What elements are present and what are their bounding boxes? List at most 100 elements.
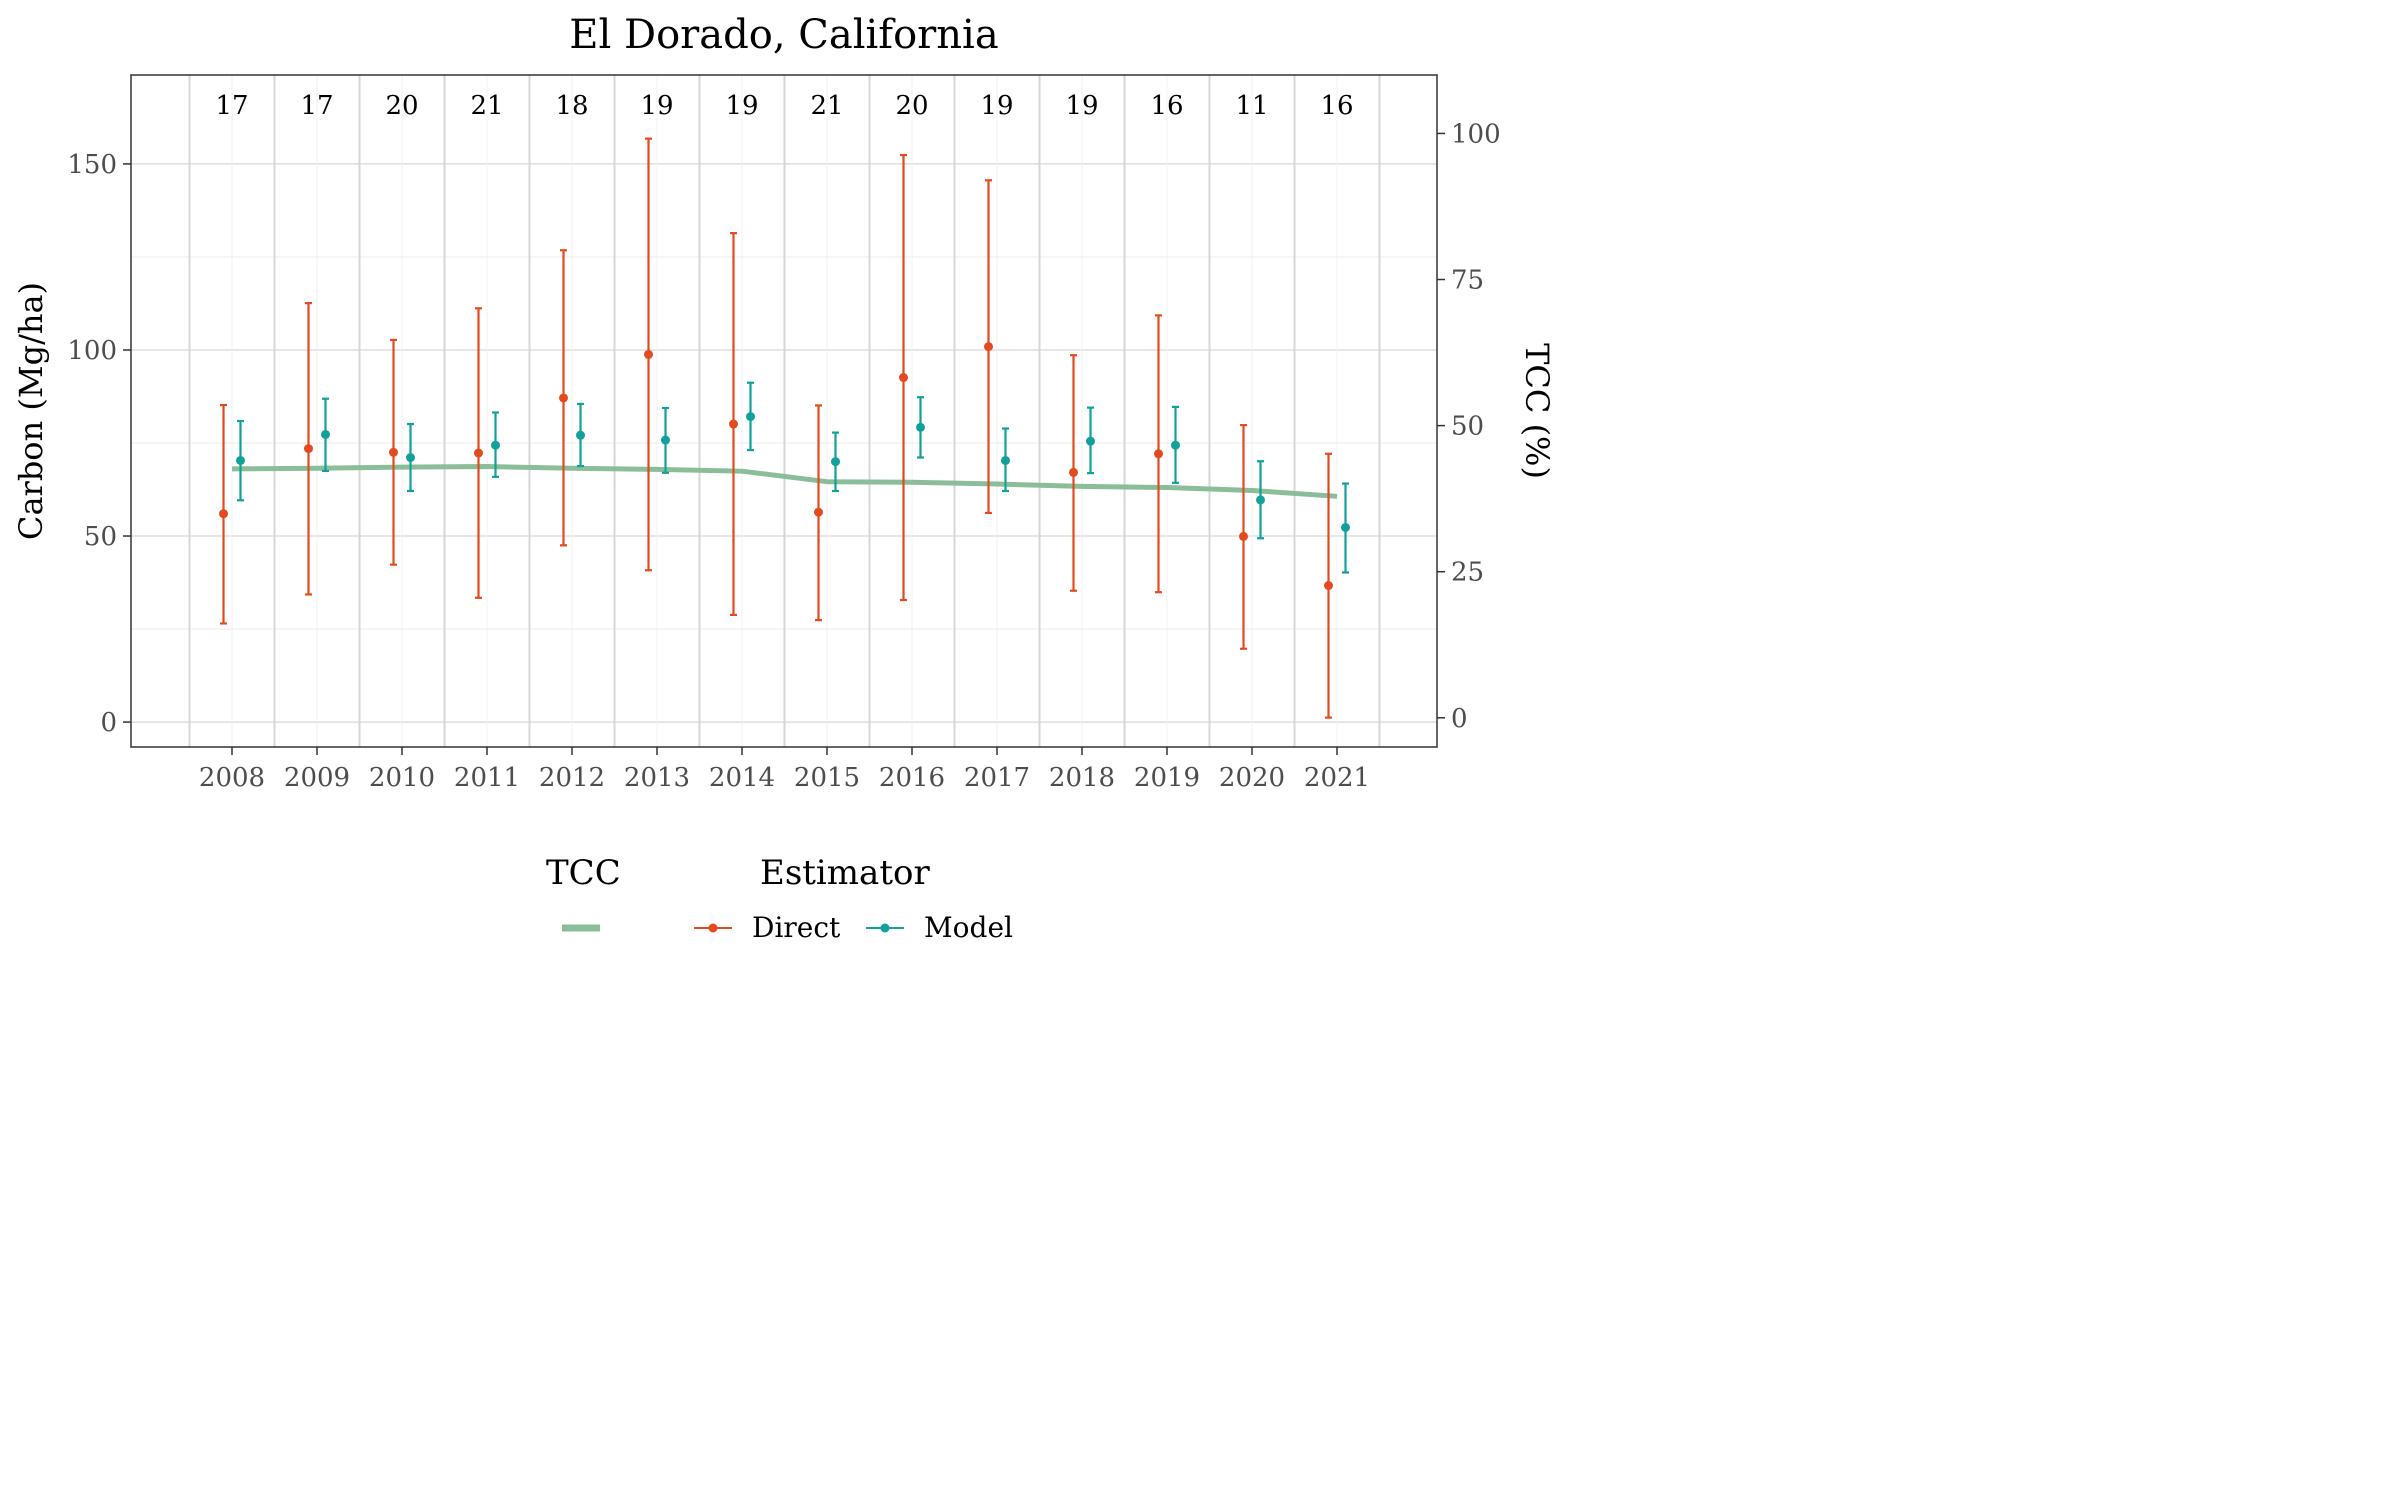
sample-count-label: 17 [215, 91, 248, 121]
point-model [831, 457, 840, 467]
sample-count-label: 19 [1065, 91, 1098, 121]
y-tick-label: 50 [84, 522, 117, 552]
errorbar-direct [644, 137, 653, 572]
point-direct [1069, 467, 1078, 477]
errorbar-model [916, 396, 925, 459]
legend: TCC Estimator Direct Model [546, 853, 1013, 944]
point-direct [644, 349, 653, 359]
x-tick-label: 2020 [1219, 763, 1285, 793]
errorbar-model [1341, 482, 1350, 574]
x-axis-ticks: 2008 2009 2010 2011 2012 2013 2014 2015 2016 2017… [199, 747, 1370, 793]
errorbar-direct [814, 404, 823, 622]
x-tick-label: 2016 [879, 763, 945, 793]
x-tick-label: 2009 [284, 763, 350, 793]
point-model [321, 429, 330, 439]
errorbar-model [1086, 406, 1095, 475]
point-model [491, 440, 500, 450]
y-tick-label: 150 [67, 150, 117, 180]
sample-count-label: 11 [1235, 91, 1268, 121]
point-model [1341, 522, 1350, 532]
sample-count-label: 20 [385, 91, 418, 121]
grid-layer [131, 75, 1437, 747]
x-tick-label: 2015 [794, 763, 860, 793]
point-direct [474, 448, 483, 458]
y-axis-title: Carbon (Mg/ha) [12, 282, 50, 540]
sample-count-label: 21 [470, 91, 503, 121]
y-tick-label: 100 [67, 336, 117, 366]
point-direct [219, 509, 228, 519]
tcc-line [231, 464, 1338, 499]
errorbar-direct [559, 249, 568, 547]
sample-count-label: 20 [895, 91, 928, 121]
legend-title-tcc: TCC [546, 853, 621, 893]
point-model [1086, 436, 1095, 446]
chart-title: El Dorado, California [569, 12, 998, 58]
y2-axis-ticks: 0 25 50 75 100 [1437, 119, 1501, 734]
plot-panel [130, 74, 1438, 748]
y2-tick-label: 50 [1451, 412, 1484, 442]
point-model [916, 422, 925, 432]
errorbar-model [1001, 427, 1010, 493]
point-direct [814, 507, 823, 517]
chart: El Dorado, California 17 17 20 21 18 19 19 21 20… [12, 12, 1556, 944]
point-model [236, 455, 245, 465]
x-tick-label: 2017 [964, 763, 1030, 793]
point-direct [304, 444, 313, 454]
errorbar-model [1256, 460, 1265, 540]
errorbar-model [661, 406, 670, 474]
y-axis-ticks: 0 50 100 150 [67, 150, 131, 738]
sample-count-label: 17 [300, 91, 333, 121]
y2-tick-label: 25 [1451, 558, 1484, 588]
point-direct [1324, 581, 1333, 591]
errorbar-model [576, 402, 585, 468]
errorbar-model [831, 431, 840, 493]
x-tick-label: 2012 [539, 763, 605, 793]
sample-count-label: 16 [1150, 91, 1183, 121]
sample-count-label: 16 [1320, 91, 1353, 121]
sample-count-label: 19 [980, 91, 1013, 121]
y-tick-label: 0 [100, 708, 117, 738]
errorbar-direct [899, 153, 908, 602]
errorbar-direct [1324, 452, 1333, 719]
y2-tick-label: 75 [1451, 266, 1484, 296]
x-tick-label: 2010 [369, 763, 435, 793]
point-direct [1154, 449, 1163, 459]
legend-label-direct: Direct [752, 911, 841, 944]
x-tick-label: 2014 [709, 763, 775, 793]
legend-key-model [866, 923, 904, 933]
errorbar-direct [304, 301, 313, 596]
y2-axis-title: TCC (%) [1518, 343, 1556, 479]
point-direct [899, 373, 908, 383]
errorbar-direct [474, 307, 483, 599]
x-tick-label: 2019 [1134, 763, 1200, 793]
errorbar-model [1171, 405, 1180, 484]
sample-count-label: 19 [725, 91, 758, 121]
errorbar-model [746, 381, 755, 452]
sample-count-label: 19 [640, 91, 673, 121]
y2-tick-label: 0 [1451, 704, 1468, 734]
errorbar-model [406, 422, 415, 493]
x-tick-label: 2018 [1049, 763, 1115, 793]
point-direct [729, 419, 738, 429]
x-tick-label: 2021 [1304, 763, 1370, 793]
point-model [661, 435, 670, 445]
point-model [406, 453, 415, 463]
x-tick-label: 2013 [624, 763, 690, 793]
sample-count-label: 21 [810, 91, 843, 121]
x-tick-label: 2011 [454, 763, 520, 793]
point-model [1256, 495, 1265, 505]
errorbar-model [321, 397, 330, 473]
point-direct [1239, 531, 1248, 541]
errorbar-direct [1239, 424, 1248, 650]
x-tick-label: 2008 [199, 763, 265, 793]
legend-label-model: Model [924, 911, 1013, 944]
sample-count-label: 18 [555, 91, 588, 121]
errorbar-model [236, 419, 245, 502]
legend-key-direct [694, 923, 732, 933]
point-direct [984, 342, 993, 352]
point-model [746, 412, 755, 422]
errorbar-direct [1154, 314, 1163, 594]
errorbar-direct [984, 179, 993, 515]
point-direct [559, 393, 568, 403]
tcc-layer [231, 464, 1338, 499]
